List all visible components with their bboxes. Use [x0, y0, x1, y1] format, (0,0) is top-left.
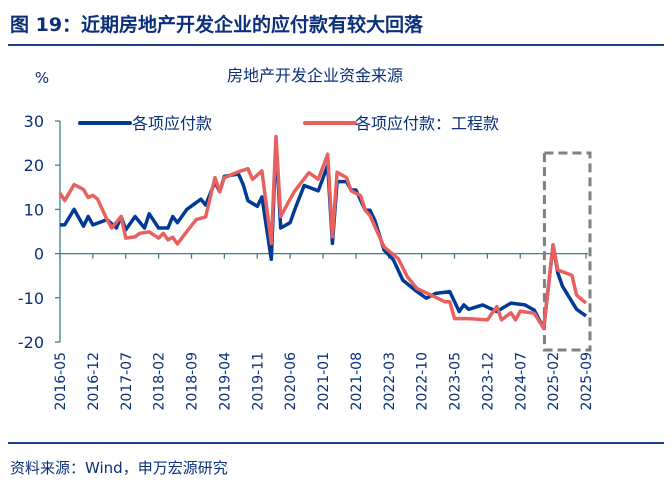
y-tick-label: -20 [18, 333, 44, 352]
x-tick-label: 2025-09 [579, 352, 595, 411]
x-tick-label: 2019-11 [250, 352, 266, 411]
x-tick-label: 2019-04 [217, 352, 233, 411]
title-rule [8, 44, 664, 46]
x-tick-label: 2025-02 [546, 352, 562, 411]
chart-title: 房地产开发企业资金来源 [227, 66, 403, 85]
legend-label: 各项应付款 [132, 114, 212, 133]
series-line-1 [58, 134, 588, 331]
x-tick-label: 2021-01 [316, 352, 332, 411]
x-tick-label: 2022-10 [415, 352, 431, 411]
legend-label: 各项应付款：工程款 [355, 114, 499, 133]
x-tick-label: 2023-12 [480, 352, 496, 411]
figure-title: 图 19：近期房地产开发企业的应付款有较大回落 [10, 14, 424, 36]
source-rule [8, 442, 664, 444]
x-tick-label: 2024-07 [513, 352, 529, 411]
x-tick-label: 2017-07 [119, 352, 135, 411]
x-tick-label: 2016-12 [86, 352, 102, 411]
y-axis-unit: % [35, 69, 49, 87]
x-tick-label: 2023-05 [448, 352, 464, 411]
highlight-box [542, 151, 592, 352]
source-note: 资料来源：Wind，申万宏源研究 [10, 459, 228, 477]
y-tick-label: 30 [24, 112, 44, 131]
y-tick-label: 0 [34, 245, 44, 264]
y-tick-label: -10 [18, 289, 44, 308]
x-tick-label: 2021-08 [349, 352, 365, 411]
x-tick-label: 2020-06 [283, 352, 299, 411]
x-tick-label: 2018-09 [185, 352, 201, 411]
x-tick-label: 2022-03 [382, 352, 398, 411]
y-tick-label: 20 [24, 156, 44, 175]
y-tick-label: 10 [24, 200, 44, 219]
series-line-0 [60, 141, 588, 331]
x-tick-label: 2018-02 [152, 352, 168, 411]
x-tick-label: 2016-05 [53, 352, 69, 411]
